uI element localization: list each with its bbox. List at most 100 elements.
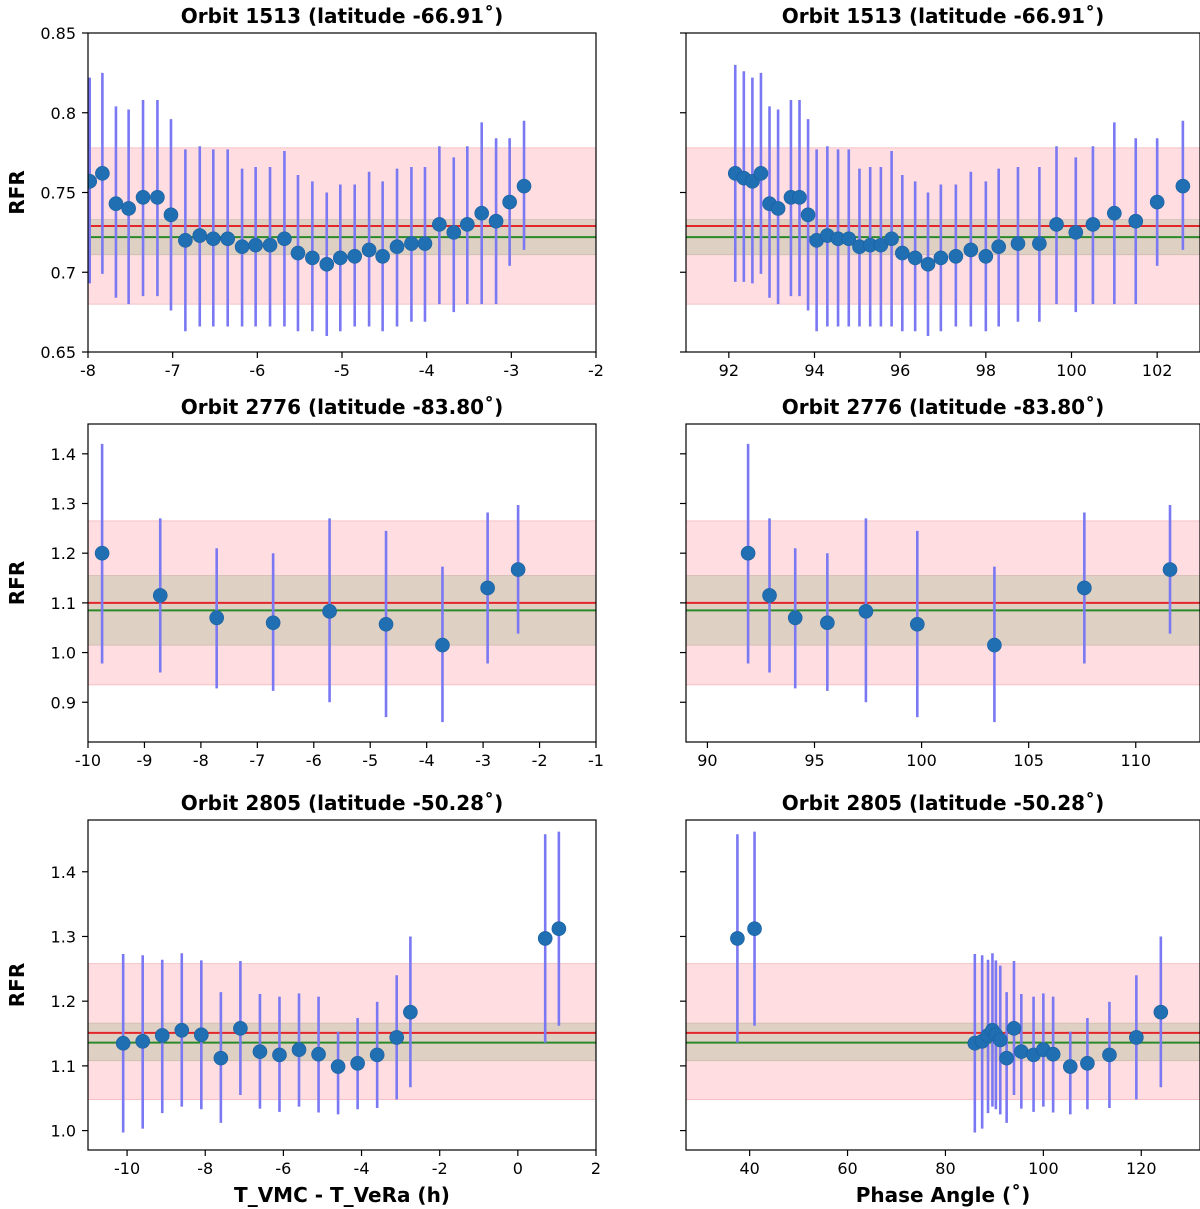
x-tick-label: -2 <box>588 361 604 380</box>
data-point <box>192 228 208 243</box>
data-point <box>920 256 936 272</box>
y-tick-label: 0.7 <box>51 263 76 282</box>
data-point <box>1085 217 1101 232</box>
data-point <box>537 931 553 946</box>
data-point <box>895 245 910 261</box>
data-point <box>488 213 504 229</box>
data-point <box>907 250 923 266</box>
data-point <box>858 604 874 619</box>
data-point <box>174 1022 190 1038</box>
data-point <box>480 580 495 596</box>
y-axis-label: RFR <box>5 170 29 214</box>
y-tick-label: 1.3 <box>51 927 76 946</box>
data-point <box>1049 217 1064 232</box>
data-point <box>277 231 292 247</box>
data-point <box>753 166 769 181</box>
data-point <box>194 1027 209 1043</box>
axes-frame <box>87 819 597 1151</box>
data-point <box>291 1042 307 1058</box>
data-point <box>150 189 165 205</box>
data-point <box>178 233 193 248</box>
axes-frame <box>685 819 1200 1151</box>
data-point <box>252 1044 268 1059</box>
data-point <box>389 239 405 255</box>
x-axis-label: Phase Angle (˚) <box>856 1183 1031 1207</box>
data-point <box>1045 1046 1061 1062</box>
data-point <box>88 174 97 189</box>
chart-title: Orbit 1513 (latitude -66.91˚) <box>181 4 503 28</box>
plot-area <box>88 72 596 337</box>
data-point <box>135 1033 151 1049</box>
x-tick-label: 100 <box>906 751 937 770</box>
x-tick-label: -1 <box>588 751 604 770</box>
x-tick-label: -3 <box>475 751 491 770</box>
data-point <box>1149 194 1165 210</box>
data-point <box>389 1030 405 1045</box>
data-point <box>740 545 756 561</box>
data-point <box>206 231 221 247</box>
data-point <box>154 1028 170 1043</box>
data-point <box>762 588 777 603</box>
x-tick-label: -8 <box>193 751 209 770</box>
data-point <box>1102 1047 1117 1063</box>
x-tick-label: 105 <box>1013 751 1044 770</box>
data-point <box>1014 1044 1029 1059</box>
data-point <box>404 236 419 251</box>
x-tick-label: 102 <box>1142 361 1173 380</box>
data-point <box>991 239 1006 255</box>
y-tick-label: 1.2 <box>51 544 76 563</box>
data-point <box>770 201 786 216</box>
data-point <box>152 588 168 603</box>
chart-title: Orbit 1513 (latitude -66.91˚) <box>782 4 1104 28</box>
x-tick-label: -5 <box>362 751 378 770</box>
x-tick-label: -7 <box>165 361 181 380</box>
data-point <box>460 217 475 232</box>
chart-panel-6: 40 60 80 100 120 Orbit 2805 (latitude -50.28˚… <box>680 791 1200 1207</box>
data-point <box>792 189 807 205</box>
data-point <box>787 610 803 626</box>
data-point <box>909 616 925 632</box>
data-point <box>378 616 394 632</box>
axes-frame <box>87 423 597 743</box>
chart-title: Orbit 2805 (latitude -50.28˚) <box>181 791 503 815</box>
data-point <box>333 250 348 266</box>
data-point <box>1128 213 1144 229</box>
data-point <box>747 921 762 937</box>
data-point <box>551 921 567 937</box>
data-point <box>233 1021 248 1036</box>
plot-area <box>686 443 1200 723</box>
plot-area <box>88 443 596 723</box>
data-point <box>992 1032 1008 1048</box>
x-tick-label: 40 <box>739 1159 759 1178</box>
data-point <box>730 931 745 946</box>
x-tick-label: 92 <box>719 361 739 380</box>
data-point <box>290 245 306 261</box>
data-point <box>1006 1021 1022 1036</box>
x-tick-label: -8 <box>80 361 96 380</box>
x-tick-label: -10 <box>114 1159 140 1178</box>
data-point <box>417 236 433 251</box>
y-tick-label: 0.9 <box>51 693 76 712</box>
data-point <box>94 545 110 561</box>
data-point <box>135 189 151 205</box>
x-tick-label: 110 <box>1120 751 1151 770</box>
y-tick-label: 1.4 <box>51 445 76 464</box>
x-tick-label: -10 <box>75 751 101 770</box>
x-tick-label: 94 <box>804 361 824 380</box>
data-point <box>510 562 526 577</box>
chart-panel-5: -10 -8 -6 -4 -2 0 2 1.0 1.1 1.2 1.3 1.4 Orbit 2805 (… <box>5 791 601 1207</box>
chart-title: Orbit 2776 (latitude -83.80˚) <box>782 395 1104 419</box>
y-tick-label: 1.4 <box>51 863 76 882</box>
data-point <box>1080 1055 1095 1071</box>
x-tick-label: -4 <box>419 361 435 380</box>
y-axis-label: RFR <box>5 561 29 605</box>
y-tick-label: 0.8 <box>51 104 76 123</box>
data-point <box>1077 580 1092 596</box>
data-point <box>873 237 889 253</box>
data-point <box>369 1047 385 1063</box>
data-point <box>108 196 124 211</box>
x-tick-label: -9 <box>136 751 152 770</box>
data-point <box>121 201 136 216</box>
data-point <box>311 1046 326 1062</box>
data-point <box>884 231 899 247</box>
